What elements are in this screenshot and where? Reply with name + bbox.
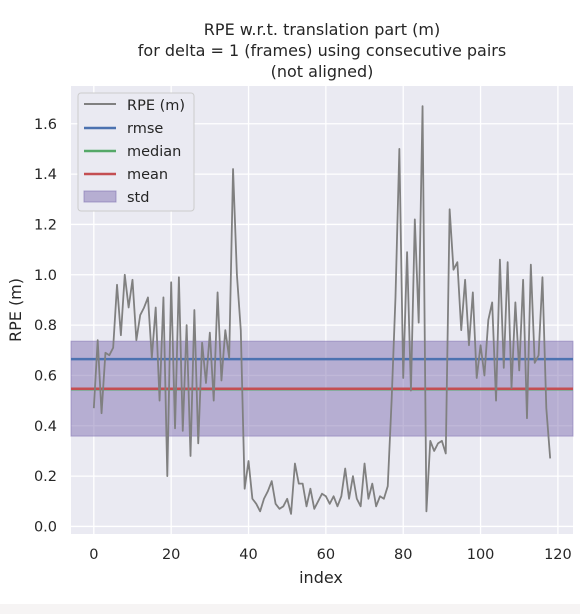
x-tick-label-20: 20	[162, 547, 180, 563]
x-tick-label-120: 120	[544, 547, 572, 563]
x-tick-labels: 0 20 40 60 80 100 120	[89, 547, 572, 563]
stat-lines	[71, 357, 573, 391]
legend-label-median: median	[127, 144, 181, 160]
legend-label-std: std	[127, 190, 149, 206]
legend-label-rpe: RPE (m)	[127, 98, 185, 114]
y-tick-label-1: 0.2	[34, 469, 57, 485]
y-tick-label-4: 0.8	[34, 318, 57, 334]
y-axis-label: RPE (m)	[6, 278, 25, 342]
y-tick-label-7: 1.4	[34, 167, 57, 183]
x-tick-label-0: 0	[89, 547, 98, 563]
x-tick-label-100: 100	[467, 547, 495, 563]
x-tick-label-40: 40	[239, 547, 257, 563]
y-tick-label-3: 0.6	[34, 368, 57, 384]
series-layer	[92, 105, 552, 515]
chart-title-line-1: RPE w.r.t. translation part (m)	[204, 20, 440, 39]
y-tick-label-6: 1.2	[34, 217, 57, 233]
y-tick-label-0: 0.0	[34, 519, 57, 535]
legend-frame	[77, 92, 195, 212]
x-axis-label: index	[299, 568, 343, 587]
y-tick-label-8: 1.6	[34, 117, 57, 133]
x-tick-label-60: 60	[317, 547, 335, 563]
y-tick-label-5: 1.0	[34, 268, 57, 284]
series-line-rpe	[92, 105, 552, 515]
bottom-strip	[0, 604, 580, 614]
y-tick-label-2: 0.4	[34, 419, 57, 435]
chart-title-line-2: for delta = 1 (frames) using consecutive…	[138, 41, 506, 60]
legend-label-mean: mean	[127, 167, 168, 183]
legend-label-rmse: rmse	[127, 121, 163, 137]
chart-title-line-3: (not aligned)	[271, 62, 374, 81]
legend: RPE (m) rmse median mean std	[77, 92, 195, 212]
x-tick-label-80: 80	[394, 547, 412, 563]
y-tick-labels: 0.0 0.2 0.4 0.6 0.8 1.0 1.2 1.4 1.6	[34, 117, 57, 536]
legend-swatch-std	[83, 190, 117, 203]
